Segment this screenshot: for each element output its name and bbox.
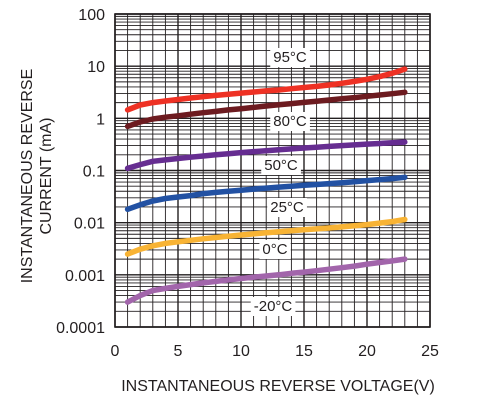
series-labels: 95°C 80°C 50°C 25°C 0°C -20°C xyxy=(250,48,310,316)
y-tick-label: 0.0001 xyxy=(56,320,105,337)
series-line xyxy=(124,174,408,213)
x-tick-label: 10 xyxy=(232,343,250,360)
series-label: 25°C xyxy=(270,199,304,216)
series-line xyxy=(124,89,408,130)
series-label: -20°C xyxy=(254,298,293,315)
x-tick-labels: 0 5 10 15 20 25 xyxy=(111,343,439,360)
y-tick-label: 100 xyxy=(78,7,105,24)
x-tick-label: 20 xyxy=(358,343,376,360)
y-tick-label: 1 xyxy=(96,111,105,128)
y-tick-labels: 0.0001 0.001 0.01 0.1 1 10 100 xyxy=(56,7,105,337)
y-tick-label: 0.01 xyxy=(74,216,105,233)
series-lines xyxy=(124,66,408,305)
series-line xyxy=(124,139,408,172)
series-label: 0°C xyxy=(262,241,287,258)
x-tick-label: 0 xyxy=(111,343,120,360)
x-tick-label: 5 xyxy=(174,343,183,360)
series-label: 80°C xyxy=(273,113,307,130)
y-axis-title-line-1: INSTANTANEOUS REVERSE xyxy=(19,69,36,284)
series-label-background xyxy=(270,112,310,131)
y-tick-label: 0.001 xyxy=(65,268,105,285)
series-label-background xyxy=(250,297,296,316)
series-line xyxy=(124,256,408,305)
series-label-background xyxy=(261,156,301,175)
x-tick-label: 25 xyxy=(421,343,439,360)
y-tick-label: 10 xyxy=(87,59,105,76)
series-label-background xyxy=(270,48,310,67)
series-label-background xyxy=(267,198,307,217)
y-axis-title-line-2: CURRENT (mA) xyxy=(38,117,55,234)
series-line xyxy=(124,216,408,257)
plot-frame xyxy=(114,13,431,328)
x-axis-title: INSTANTANEOUS REVERSE VOLTAGE(V) xyxy=(121,378,435,395)
series-label: 50°C xyxy=(264,157,298,174)
x-tick-label: 15 xyxy=(295,343,313,360)
series-label-background xyxy=(259,240,291,259)
series-line xyxy=(124,66,408,113)
series-label: 95°C xyxy=(273,49,307,66)
y-tick-label: 0.1 xyxy=(83,164,105,181)
